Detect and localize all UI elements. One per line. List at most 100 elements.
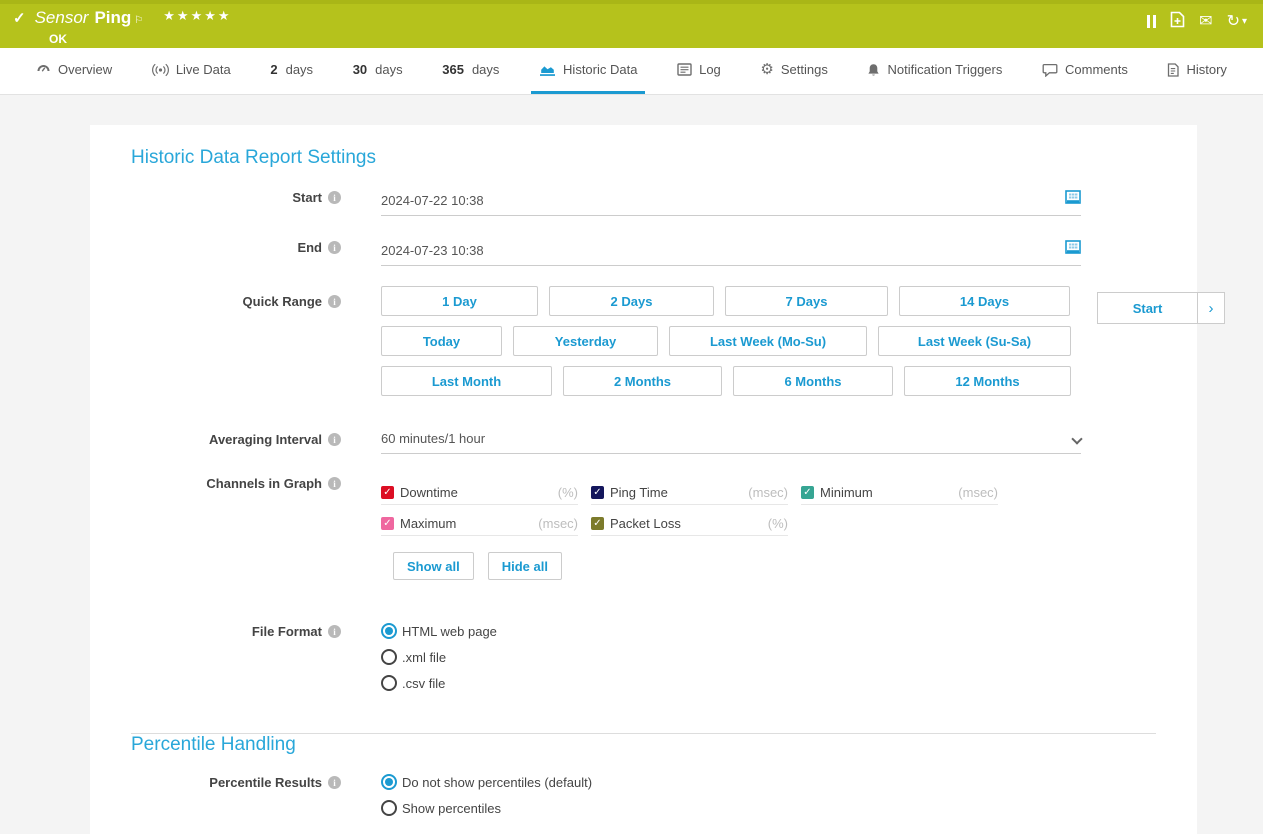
quick-range-2-months-button[interactable]: 2 Months: [563, 366, 722, 396]
add-report-icon[interactable]: [1170, 11, 1185, 32]
percentile-handling-title: Percentile Handling: [131, 734, 296, 755]
channel-label: Packet Loss: [610, 516, 681, 531]
quick-range-yesterday-button[interactable]: Yesterday: [513, 326, 658, 356]
pause-icon[interactable]: [1147, 15, 1157, 28]
status-ok-icon: ✓: [13, 10, 26, 27]
channel-ping-time[interactable]: ✓ Ping Time (msec): [591, 485, 788, 505]
tab-365-days[interactable]: 365 days: [434, 48, 507, 94]
quick-range-last-week-su-sa-button[interactable]: Last Week (Su-Sa): [878, 326, 1071, 356]
quick-range-2-days-button[interactable]: 2 Days: [549, 286, 714, 316]
quick-range-14-days-button[interactable]: 14 Days: [899, 286, 1070, 316]
email-icon[interactable]: ✉: [1199, 12, 1213, 30]
flag-icon[interactable]: ⚐: [134, 15, 144, 26]
channel-checkbox[interactable]: ✓: [591, 486, 604, 499]
quick-range-1-day-button[interactable]: 1 Day: [381, 286, 538, 316]
tab-historic-data[interactable]: Historic Data: [531, 48, 646, 94]
quick-range-last-month-button[interactable]: Last Month: [381, 366, 552, 396]
info-icon[interactable]: i: [328, 477, 341, 490]
channel-packet-loss[interactable]: ✓ Packet Loss (%): [591, 516, 788, 536]
tab-label: Live Data: [175, 62, 231, 77]
info-icon[interactable]: i: [328, 433, 341, 446]
info-icon[interactable]: i: [328, 625, 341, 638]
channel-downtime[interactable]: ✓ Downtime (%): [381, 485, 578, 505]
tab-settings[interactable]: ⚙ Settings: [752, 48, 835, 94]
file-format-label: File Format: [251, 624, 322, 639]
tab-label: History: [1186, 62, 1227, 77]
file-format-options: HTML web page .xml file .csv file: [381, 623, 1081, 701]
chart-icon: [539, 63, 556, 77]
quick-range-12-months-button[interactable]: 12 Months: [904, 366, 1071, 396]
file-format-html-web-page-radio[interactable]: HTML web page: [381, 623, 1081, 639]
tab-comments[interactable]: Comments: [1034, 48, 1136, 94]
tab-overview[interactable]: Overview: [28, 48, 120, 94]
channel-minimum[interactable]: ✓ Minimum (msec): [801, 485, 998, 505]
tab-live-data[interactable]: Live Data: [144, 48, 239, 94]
quick-range-buttons: 1 Day 2 Days 7 Days 14 Days Today Yesterday La…: [381, 286, 1081, 406]
quick-range-6-months-button[interactable]: 6 Months: [733, 366, 893, 396]
quick-range-last-week-mo-su-button[interactable]: Last Week (Mo-Su): [669, 326, 867, 356]
channel-unit: (msec): [958, 485, 998, 500]
channel-checkbox-grid: ✓ Downtime (%) ✓ Ping Time (msec) ✓ Minimum (mse…: [381, 485, 1001, 536]
tab-number: 2: [270, 62, 278, 77]
report-settings-title: Historic Data Report Settings: [131, 147, 376, 168]
percentile-show-percentiles-radio[interactable]: Show percentiles: [381, 800, 1081, 816]
start-report-button[interactable]: Start: [1097, 292, 1198, 324]
end-date-value: 2024-07-23 10:38: [381, 243, 484, 258]
percentile-results-label: Percentile Results: [209, 775, 322, 790]
quick-range-today-button[interactable]: Today: [381, 326, 502, 356]
tab-30-days[interactable]: 30 days: [345, 48, 411, 94]
averaging-interval-value: 60 minutes/1 hour: [381, 431, 486, 446]
channel-unit: (%): [767, 516, 788, 531]
tab-notification-triggers[interactable]: Notification Triggers: [859, 48, 1010, 94]
comment-icon: [1042, 63, 1058, 77]
content-panel: Historic Data Report Settings Start i 20…: [90, 125, 1197, 834]
info-icon[interactable]: i: [328, 295, 341, 308]
start-date-value: 2024-07-22 10:38: [381, 193, 484, 208]
radio-selected-icon[interactable]: [381, 774, 397, 790]
averaging-interval-select[interactable]: 60 minutes/1 hour: [381, 431, 1083, 454]
caret-down-icon: ▾: [1241, 16, 1247, 27]
radio-unselected-icon[interactable]: [381, 675, 397, 691]
channel-checkbox[interactable]: ✓: [381, 517, 394, 530]
tab-log[interactable]: Log: [669, 48, 729, 94]
percentile-results-options: Do not show percentiles (default) Show pe…: [381, 774, 1081, 826]
percentile-do-not-show-percentiles-default-radio[interactable]: Do not show percentiles (default): [381, 774, 1081, 790]
show-all-button[interactable]: Show all: [393, 552, 474, 580]
refresh-icon[interactable]: ↻ ▾: [1227, 13, 1247, 30]
start-report-button-group: Start ›: [1097, 292, 1225, 324]
info-icon[interactable]: i: [328, 191, 341, 204]
quick-range-7-days-button[interactable]: 7 Days: [725, 286, 888, 316]
info-icon[interactable]: i: [328, 776, 341, 789]
radio-selected-icon[interactable]: [381, 623, 397, 639]
channels-in-graph-label: Channels in Graph: [206, 476, 322, 491]
start-date-input[interactable]: 2024-07-22 10:38: [381, 189, 1081, 216]
calendar-icon[interactable]: [1065, 189, 1081, 208]
channel-label: Maximum: [400, 516, 457, 531]
tab-label: days: [375, 62, 403, 77]
priority-stars[interactable]: ★★★★★: [163, 8, 232, 23]
info-icon[interactable]: i: [328, 241, 341, 254]
status-badge: OK: [49, 32, 67, 46]
start-next-chevron[interactable]: ›: [1198, 292, 1225, 324]
hide-all-button[interactable]: Hide all: [487, 552, 562, 580]
channel-maximum[interactable]: ✓ Maximum (msec): [381, 516, 578, 536]
channel-checkbox[interactable]: ✓: [591, 517, 604, 530]
channel-checkbox[interactable]: ✓: [801, 486, 814, 499]
channel-checkbox[interactable]: ✓: [381, 486, 394, 499]
tab-label: Comments: [1065, 62, 1128, 77]
tab-2-days[interactable]: 2 days: [262, 48, 321, 94]
tab-history[interactable]: History: [1159, 48, 1234, 94]
tab-bar: Overview Live Data 2 days 30 days 365 days Histo…: [0, 48, 1263, 95]
start-label: Start: [292, 190, 322, 205]
radio-unselected-icon[interactable]: [381, 800, 397, 816]
calendar-icon[interactable]: [1065, 239, 1081, 258]
bell-icon: [867, 63, 880, 77]
history-icon: [1167, 62, 1180, 77]
tab-label: days: [471, 62, 500, 77]
tab-label: Historic Data: [563, 62, 638, 77]
file-format-xml-file-radio[interactable]: .xml file: [381, 649, 1081, 665]
channel-label: Ping Time: [610, 485, 668, 500]
end-date-input[interactable]: 2024-07-23 10:38: [381, 239, 1081, 266]
file-format-csv-file-radio[interactable]: .csv file: [381, 675, 1081, 691]
radio-unselected-icon[interactable]: [381, 649, 397, 665]
